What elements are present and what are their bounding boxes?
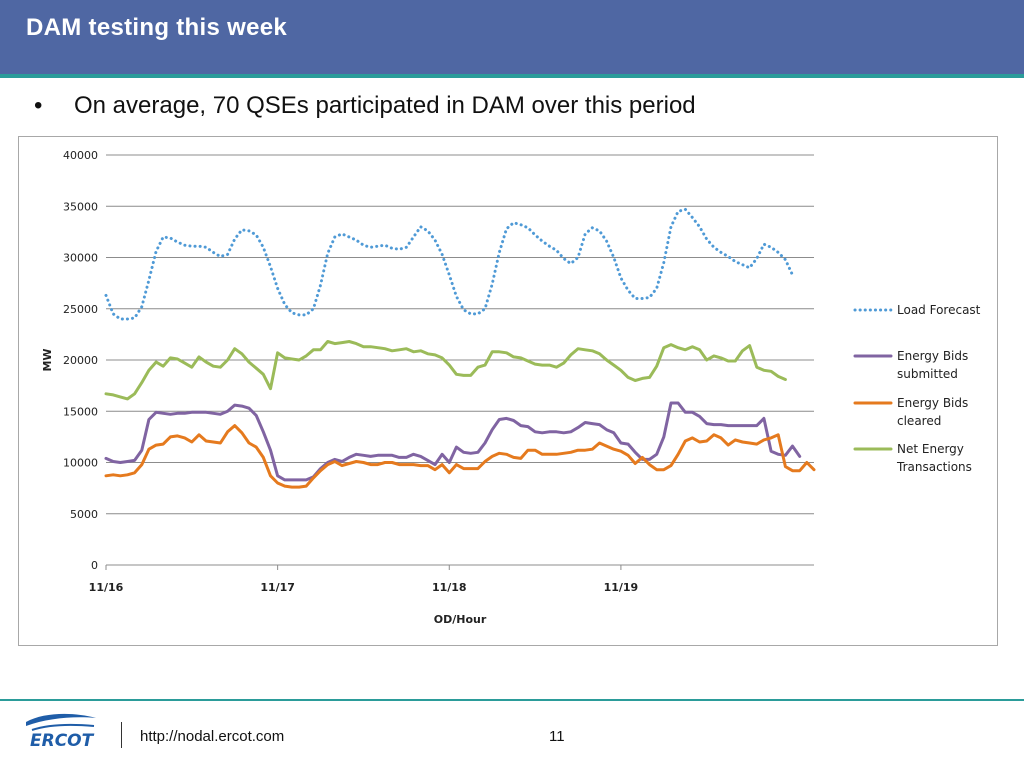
x-axis-title: OD/Hour [434,613,487,626]
page-number: 11 [549,728,565,745]
y-tick-label-20000: 20000 [63,354,98,367]
y-tick-label-35000: 35000 [63,200,98,213]
slide-title: DAM testing this week [26,14,288,41]
y-tick-label-10000: 10000 [63,457,98,470]
footer-separator [121,722,122,748]
x-tick-label-11-16: 11/16 [89,581,124,594]
series-line-net-energy-transactions [104,340,787,401]
logo-text: ERCOT [30,731,95,750]
title-underline [0,74,1024,78]
series-line-energy-bids-cleared [104,424,816,489]
ercot-logo: ERCOT [26,713,96,750]
y-tick-label-15000: 15000 [63,405,98,418]
y-axis-title: MW [41,348,54,371]
series-line-energy-bids-submitted [104,401,802,482]
title-bar [0,0,1024,78]
legend-label-energy-bids-submitted: Energy Bids submitted [897,349,968,381]
footer-divider [0,699,1024,701]
footer-url[interactable]: http://nodal.ercot.com [140,728,285,745]
x-tick-label-11-18: 11/18 [432,581,467,594]
line-chart: 0 5000 10000 15000 20000 25000 30000 35000 40000… [41,149,981,626]
y-tick-label-40000: 40000 [63,149,98,162]
bullet-text: On average, 70 QSEs participated in DAM … [74,92,696,119]
chart-frame: 0 5000 10000 15000 20000 25000 30000 35000 40000… [18,136,998,646]
legend-label-energy-bids-cleared: Energy Bids cleared [897,396,968,428]
y-tick-label-25000: 25000 [63,303,98,316]
legend-label-load-forecast: Load Forecast [897,303,981,317]
series-line-load-forecast [104,207,794,321]
bullet-marker: • [34,92,43,119]
y-tick-label-30000: 30000 [63,252,98,265]
bullet-item: • On average, 70 QSEs participated in DAM… [34,92,696,120]
y-tick-label-5000: 5000 [70,508,98,521]
legend-label-net-energy-transactions: Net Energy Transactions [896,442,972,474]
x-tick-label-11-19: 11/19 [604,581,639,594]
x-tick-label-11-17: 11/17 [260,581,295,594]
y-tick-label-0: 0 [91,559,98,572]
